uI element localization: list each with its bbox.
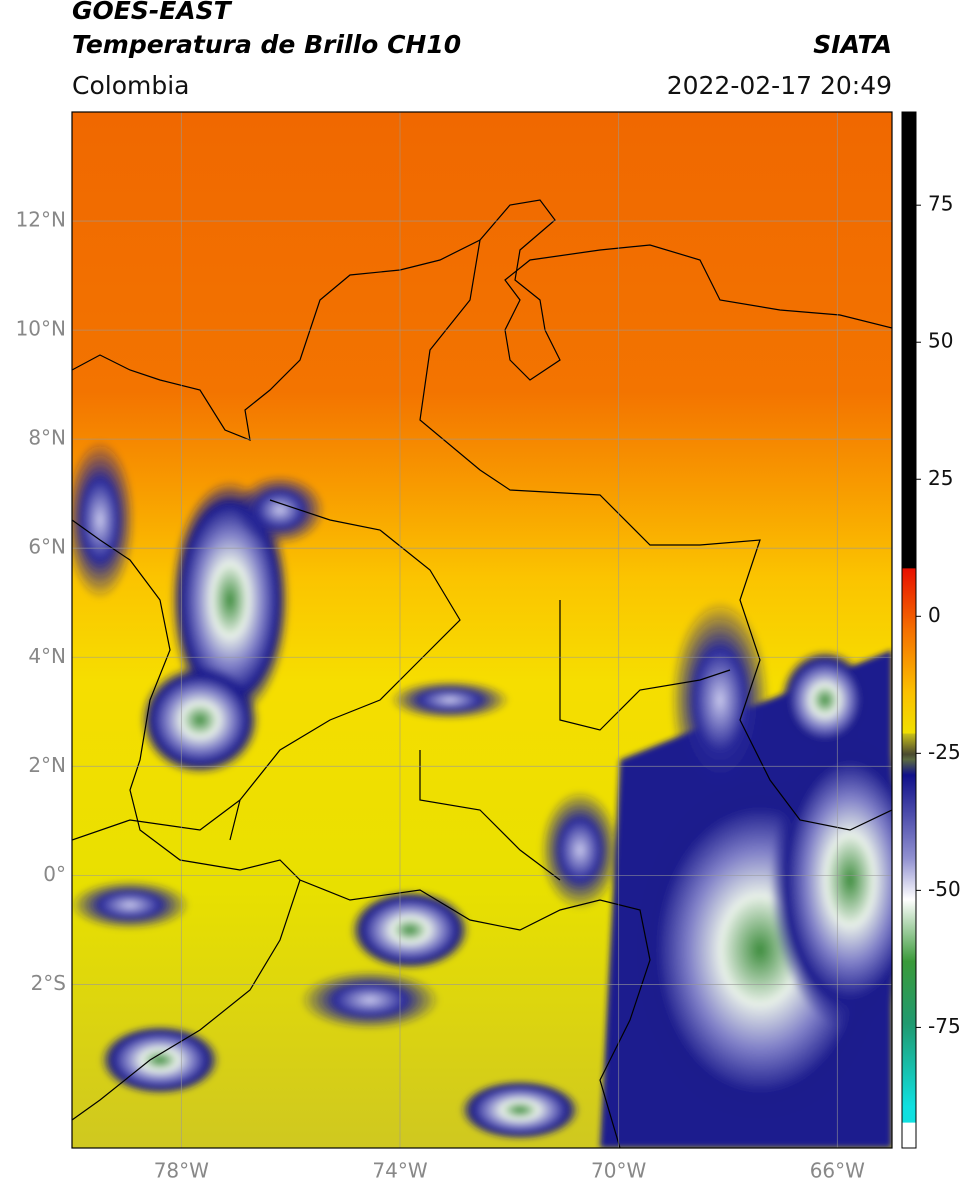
- cloud-field: [72, 440, 892, 1148]
- lat-tick-label: 6°N: [28, 535, 66, 559]
- subtitle: Temperatura de Brillo CH10: [72, 30, 461, 59]
- colorbar-tick-label: 50: [928, 329, 953, 353]
- colorbar-tick-label: -75: [928, 1014, 961, 1038]
- lat-tick-label: 10°N: [16, 317, 66, 341]
- lat-tick-label: 4°N: [28, 644, 66, 668]
- map-frame: [71, 111, 893, 1149]
- lon-tick-label: 70°W: [591, 1159, 646, 1183]
- colorbar-tick-label: -25: [928, 740, 961, 764]
- timestamp: 2022-02-17 20:49: [667, 71, 892, 100]
- ticks: 12°N 10°N 8°N 6°N 4°N 2°N 0° 2°S 78°W 74°W 70°W 66°…: [16, 192, 961, 1183]
- lat-tick-label: 2°S: [31, 971, 66, 995]
- lon-tick-label: 66°W: [810, 1159, 865, 1183]
- lat-tick-label: 8°N: [28, 426, 66, 450]
- lon-tick-label: 74°W: [372, 1159, 427, 1183]
- colorbar-tick-label: 25: [928, 466, 953, 490]
- region: Colombia: [72, 71, 189, 100]
- source: SIATA: [813, 30, 892, 59]
- lon-tick-label: 78°W: [154, 1159, 209, 1183]
- grid: [72, 112, 892, 1148]
- colorbar-tick-label: 0: [928, 603, 941, 627]
- colorbar-tick-label: -50: [928, 877, 961, 901]
- map-image: [72, 112, 892, 1148]
- lat-tick-label: 0°: [43, 862, 66, 886]
- lat-tick-label: 12°N: [16, 208, 66, 232]
- lat-tick-label: 2°N: [28, 753, 66, 777]
- colorbar: [901, 111, 917, 1149]
- title: GOES-EAST: [72, 0, 233, 25]
- borders: [72, 199, 892, 1148]
- colorbar-tick-label: 75: [928, 192, 953, 216]
